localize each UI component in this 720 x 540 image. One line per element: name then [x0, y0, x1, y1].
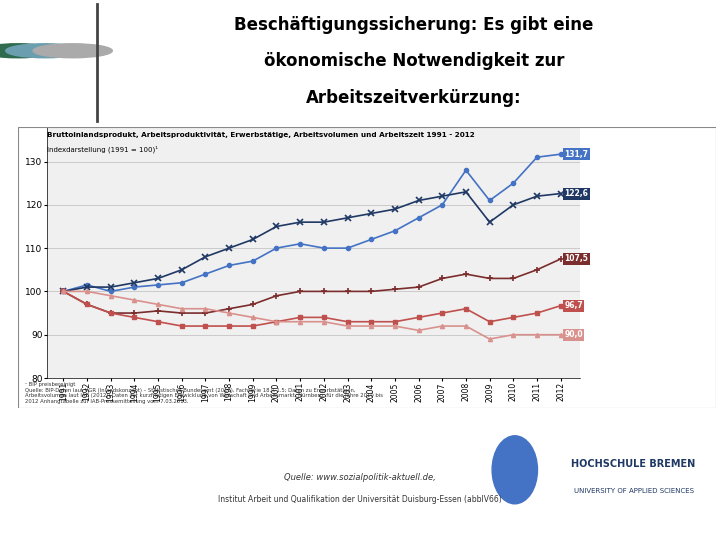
- Text: ökonomische Notwendigkeit zur: ökonomische Notwendigkeit zur: [264, 52, 564, 70]
- Text: Beschäftigungssicherung: Es gibt eine: Beschäftigungssicherung: Es gibt eine: [234, 16, 594, 35]
- Text: UNIVERSITY OF APPLIED SCIENCES: UNIVERSITY OF APPLIED SCIENCES: [574, 488, 693, 495]
- Text: 107,5: 107,5: [564, 254, 588, 264]
- Text: Arbeitsvolumen: Arbeitsvolumen: [622, 303, 678, 308]
- Text: Quelle: www.sozialpolitik-aktuell.de,: Quelle: www.sozialpolitik-aktuell.de,: [284, 474, 436, 482]
- Text: Institut Arbeit und Qualifikation der Universität Duisburg-Essen (abbIV66): Institut Arbeit und Qualifikation der Un…: [218, 495, 502, 504]
- Text: Erwerbstätige: Erwerbstätige: [625, 256, 675, 261]
- Text: glo kal: glo kal: [43, 462, 101, 477]
- Text: ¹ BIP preisbereinigt
Quelle: BIP-Daten laut VGR (Inlandskonzept) – Statistisches: ¹ BIP preisbereinigt Quelle: BIP-Daten l…: [25, 382, 383, 404]
- Text: 96,7: 96,7: [564, 301, 583, 310]
- Circle shape: [6, 44, 85, 58]
- Text: HOCHSCHULE BREMEN: HOCHSCHULE BREMEN: [572, 460, 696, 469]
- Text: 90,0: 90,0: [564, 330, 582, 339]
- Text: Produktivität je
Erwerbstätigenstunde: Produktivität je Erwerbstätigenstunde: [611, 188, 689, 199]
- Text: Arbeitszeit je
Erwerbstätigen: Arbeitszeit je Erwerbstätigen: [623, 329, 677, 340]
- Text: Bruttoinlandsprodukt,
real: Bruttoinlandsprodukt, real: [611, 149, 689, 160]
- Text: 122,6: 122,6: [564, 189, 588, 198]
- Circle shape: [0, 44, 58, 58]
- Text: Indexdarstellung (1991 = 100)¹: Indexdarstellung (1991 = 100)¹: [47, 146, 158, 153]
- Text: Arbeitszeitverkürzung:: Arbeitszeitverkürzung:: [306, 89, 522, 107]
- Text: 131,7: 131,7: [564, 150, 588, 159]
- Text: Kompetenzzentrum Nachhaltigkeit im Globalen Wandel: Kompetenzzentrum Nachhaltigkeit im Globa…: [15, 511, 129, 515]
- Circle shape: [492, 436, 537, 504]
- Text: Bruttoinlandsprodukt, Arbeitsproduktivität, Erwerbstätige, Arbeitsvolumen und Ar: Bruttoinlandsprodukt, Arbeitsproduktivit…: [47, 132, 474, 138]
- Circle shape: [33, 44, 112, 58]
